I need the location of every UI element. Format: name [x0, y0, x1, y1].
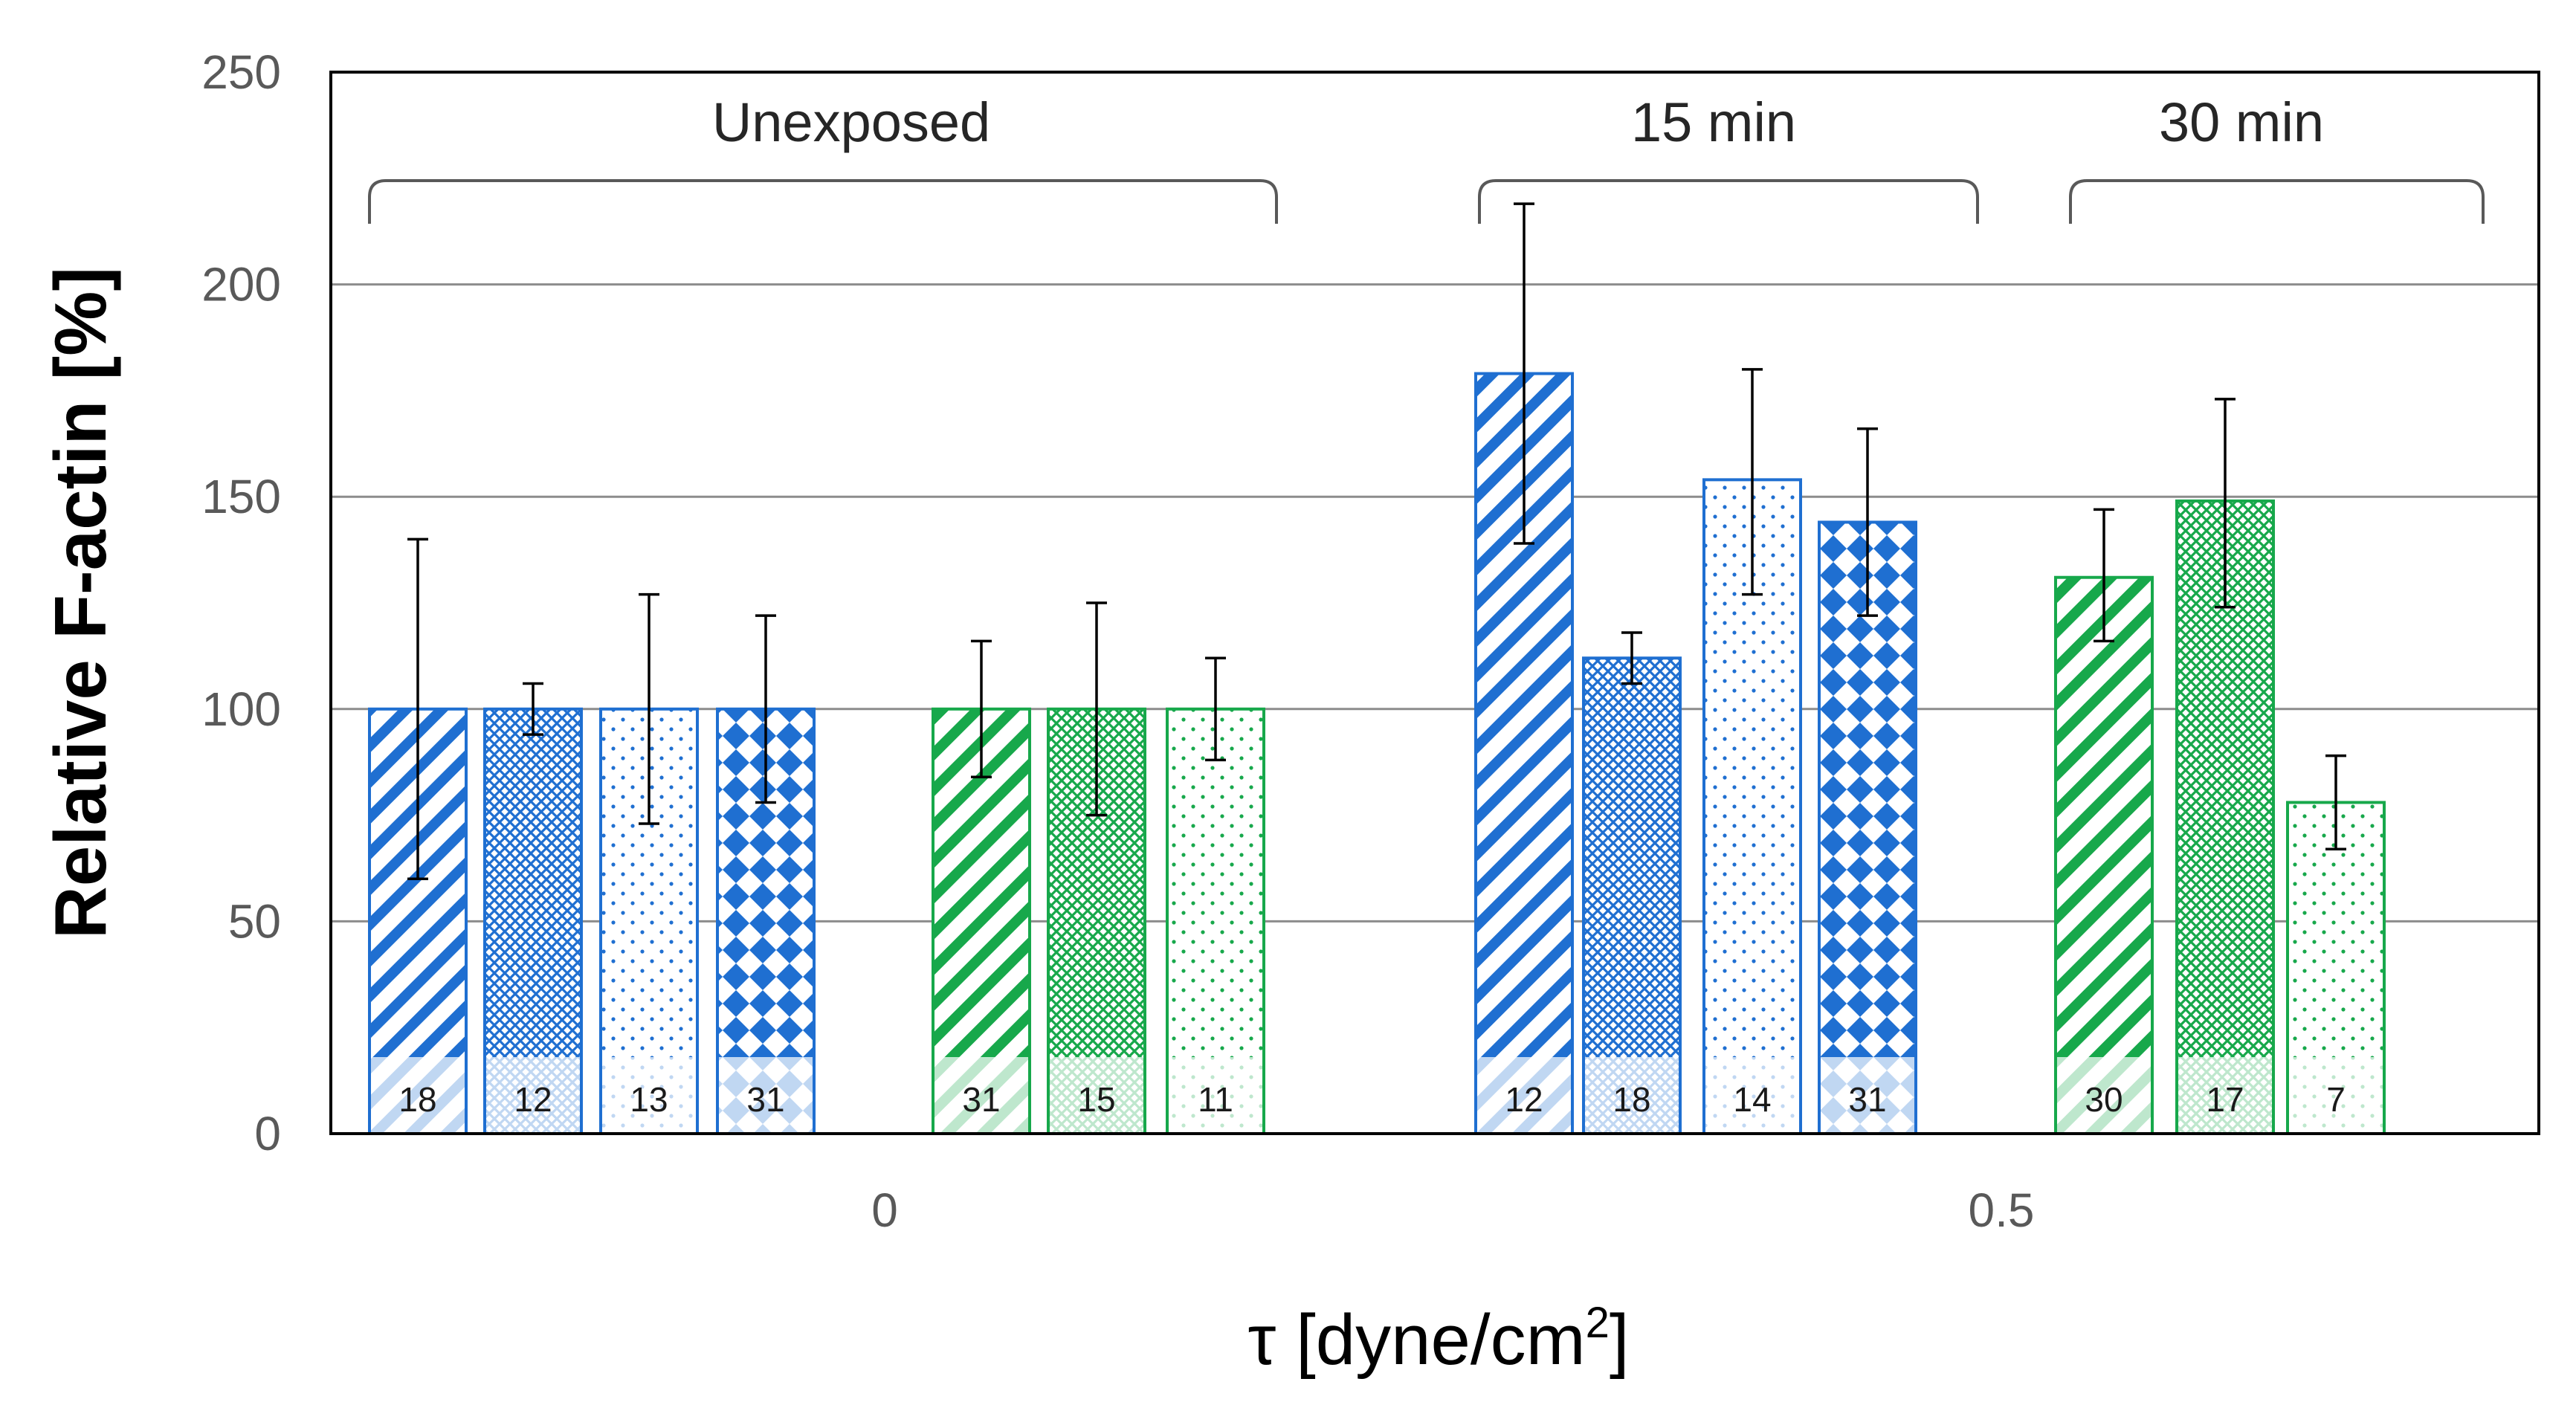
group-bracket [2069, 179, 2485, 224]
error-bar [2325, 754, 2346, 851]
x-axis-title-main: τ [dyne/cm [1247, 1300, 1585, 1380]
bar-n-label: 31 [962, 1080, 1000, 1119]
error-bar [1514, 202, 1534, 545]
bar-label-band [1821, 1057, 1914, 1134]
error-bar [1086, 601, 1107, 817]
error-bar [1742, 368, 1763, 596]
x-axis-title-suffix: ] [1610, 1300, 1630, 1380]
error-bar [755, 614, 776, 804]
error-bars [407, 202, 2346, 881]
error-bar [407, 537, 428, 881]
bar-9 [1582, 656, 1682, 1135]
bar-n-label: 18 [398, 1080, 436, 1119]
x-axis-title: τ [dyne/cm2] [1247, 1299, 1629, 1380]
bar-label-band [2289, 1057, 2383, 1134]
plot-area-frame [329, 71, 2540, 1135]
bar-label-band [1705, 1057, 1799, 1134]
bar-n-label: 18 [1613, 1080, 1650, 1119]
bar-n-label: 30 [2085, 1080, 2123, 1119]
group-label: Unexposed [712, 91, 990, 153]
y-tick-label: 250 [201, 45, 281, 99]
bar-label-band [486, 1057, 580, 1134]
bar-label-band [2178, 1057, 2272, 1134]
bar-n-label: 14 [1733, 1080, 1771, 1119]
bar-label-band [2057, 1057, 2151, 1134]
group-label: 15 min [1631, 91, 1796, 153]
error-bar [639, 592, 659, 825]
bar-n-label: 12 [1505, 1080, 1543, 1119]
bar-label-band [1477, 1057, 1571, 1134]
group-brackets: Unexposed 15 min 30 min [368, 91, 2485, 224]
bar-label-band [719, 1057, 813, 1134]
error-bar [971, 639, 992, 778]
error-bar [1621, 631, 1642, 685]
y-tick-label: 150 [201, 470, 281, 523]
bar-n-label: 31 [746, 1080, 784, 1119]
error-bar [1857, 427, 1878, 617]
bar-label-band [602, 1057, 696, 1134]
bar-n-label: 11 [1198, 1080, 1233, 1119]
group-bracket [1478, 179, 1979, 224]
bar-12 [2054, 575, 2154, 1135]
bar-label-band [934, 1057, 1028, 1134]
bar-label-band [371, 1057, 465, 1134]
bar-label-band [1585, 1057, 1679, 1134]
error-bar [2215, 398, 2236, 609]
x-tick-label: 0 [871, 1183, 898, 1237]
bar-n-label: 7 [2326, 1080, 2346, 1119]
bar-label-band [1169, 1057, 1262, 1134]
error-bar [523, 682, 543, 736]
x-axis-title-superscript: 2 [1586, 1299, 1610, 1347]
y-tick-label: 0 [254, 1107, 281, 1160]
y-tick-labels: 0 50 100 150 200 250 [201, 45, 281, 1160]
group-label: 30 min [2159, 91, 2324, 153]
x-tick-labels: 0 0.5 [871, 1183, 2034, 1237]
bar-n-label: 15 [1077, 1080, 1115, 1119]
y-tick-label: 50 [228, 894, 281, 948]
error-bar [1205, 656, 1226, 762]
y-axis-title: Relative F-actin [%] [39, 267, 121, 939]
group-bracket [368, 179, 1278, 224]
bar-n-label: 17 [2206, 1080, 2244, 1119]
bar-n-label: 31 [1848, 1080, 1886, 1119]
bar-label-band [1050, 1057, 1143, 1134]
bar-n-label: 13 [630, 1080, 668, 1119]
error-bar [2094, 508, 2114, 643]
sample-size-labels: 18 12 13 31 31 15 11 12 18 14 31 30 17 7 [398, 1080, 2345, 1119]
y-tick-label: 200 [201, 258, 281, 311]
y-tick-label: 100 [201, 682, 281, 736]
x-tick-label: 0.5 [1969, 1183, 2035, 1237]
bar-n-label: 12 [514, 1080, 552, 1119]
